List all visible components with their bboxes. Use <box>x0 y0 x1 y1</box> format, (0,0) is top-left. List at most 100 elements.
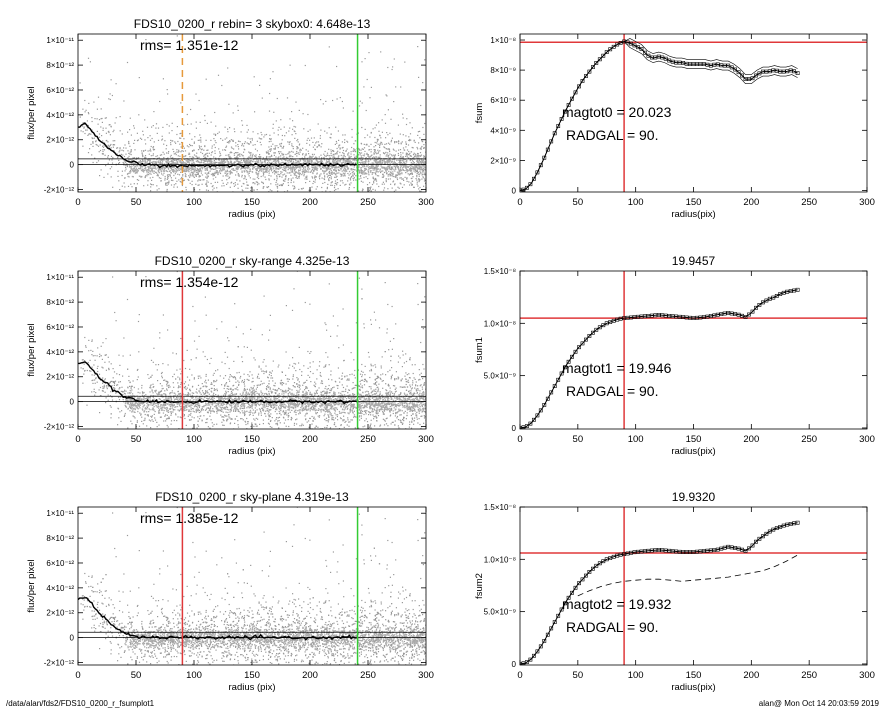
scatter-point <box>82 122 84 124</box>
scatter-point <box>312 177 314 179</box>
scatter-point <box>229 141 231 143</box>
scatter-point <box>327 183 329 185</box>
scatter-point <box>384 114 386 116</box>
scatter-point <box>275 166 277 168</box>
scatter-point <box>327 160 329 163</box>
scatter-point <box>381 356 383 358</box>
scatter-point <box>228 177 230 179</box>
scatter-point <box>109 134 111 136</box>
scatter-point <box>355 157 357 159</box>
scatter-point <box>233 183 235 185</box>
scatter-point <box>166 166 169 169</box>
scatter-point <box>316 173 318 175</box>
scatter-point <box>102 146 105 148</box>
scatter-point <box>352 168 354 170</box>
scatter-point <box>220 162 222 164</box>
scatter-point <box>173 153 175 155</box>
scatter-point <box>152 176 154 178</box>
scatter-point <box>388 403 390 405</box>
scatter-point <box>358 172 360 174</box>
scatter-point <box>133 164 135 167</box>
scatter-point <box>373 156 375 158</box>
scatter-point <box>228 154 230 156</box>
scatter-point <box>348 155 350 157</box>
scatter-point <box>137 165 139 167</box>
scatter-point <box>128 159 130 161</box>
scatter-point <box>361 190 363 192</box>
scatter-point <box>227 172 229 175</box>
scatter-point <box>319 175 321 177</box>
scatter-point <box>374 152 376 154</box>
scatter-point <box>357 168 360 171</box>
scatter-point <box>298 165 301 167</box>
plot-area <box>78 34 426 210</box>
scatter-point <box>140 161 143 163</box>
scatter-point <box>168 161 170 163</box>
scatter-point <box>224 126 226 128</box>
scatter-point <box>217 74 220 76</box>
scatter-point <box>400 183 402 185</box>
scatter-point <box>152 146 154 149</box>
scatter-point <box>349 160 351 162</box>
scatter-point <box>227 162 229 165</box>
scatter-point <box>305 149 307 151</box>
scatter-point <box>153 148 156 151</box>
scatter-point <box>233 162 235 164</box>
scatter-point <box>370 167 372 169</box>
scatter-point <box>336 335 338 337</box>
scatter-point <box>156 158 158 161</box>
scatter-point <box>410 177 412 180</box>
scatter-point <box>359 169 361 171</box>
scatter-point <box>344 171 346 173</box>
scatter-point <box>276 176 278 178</box>
scatter-point <box>157 127 160 129</box>
scatter-point <box>170 177 172 179</box>
scatter-point <box>358 170 360 172</box>
y-tick-label: 8×10⁻¹² <box>46 61 74 70</box>
scatter-point <box>407 144 410 146</box>
scatter-point <box>369 168 371 170</box>
scatter-point <box>160 159 162 161</box>
scatter-point <box>388 159 390 161</box>
scatter-point <box>130 168 132 170</box>
scatter-point <box>280 157 282 159</box>
scatter-point <box>179 209 180 210</box>
scatter-point <box>287 416 289 418</box>
scatter-point <box>327 168 329 170</box>
scatter-point <box>87 124 89 127</box>
scatter-point <box>418 142 420 144</box>
scatter-point <box>233 384 235 386</box>
scatter-point <box>233 128 235 130</box>
scatter-point <box>214 168 216 170</box>
scatter-point <box>352 411 354 413</box>
scatter-point <box>262 167 264 170</box>
scatter-point <box>162 78 164 80</box>
scatter-point <box>295 177 297 179</box>
scatter-point <box>413 157 415 159</box>
scatter-point <box>333 156 335 158</box>
scatter-point <box>161 138 164 140</box>
scatter-point <box>419 155 422 157</box>
scatter-point <box>316 168 318 170</box>
scatter-point <box>166 385 168 387</box>
scatter-point <box>353 187 355 189</box>
scatter-point <box>223 166 225 168</box>
scatter-point <box>175 171 177 173</box>
scatter-point <box>353 177 355 179</box>
scatter-point <box>238 165 240 167</box>
scatter-point <box>285 197 286 198</box>
scatter-point <box>92 145 94 147</box>
scatter-point <box>299 173 301 175</box>
scatter-point <box>344 174 346 176</box>
scatter-point <box>403 161 405 163</box>
scatter-point <box>282 161 284 164</box>
scatter-point <box>392 163 394 165</box>
scatter-point <box>368 149 370 151</box>
scatter-point <box>297 172 299 174</box>
scatter-point <box>409 122 411 124</box>
scatter-point <box>308 156 310 159</box>
scatter-point <box>369 170 371 172</box>
scatter-point <box>269 138 271 140</box>
scatter-point <box>336 65 338 68</box>
scatter-point <box>331 394 333 397</box>
